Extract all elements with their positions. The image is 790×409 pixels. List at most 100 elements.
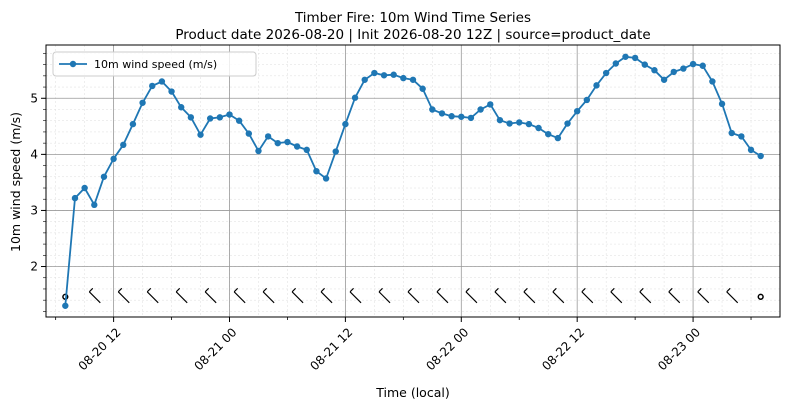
wind-barb-flag <box>726 287 731 293</box>
wind-barb-shaft <box>320 291 333 304</box>
wind-barbs <box>62 287 764 304</box>
data-point <box>622 53 629 60</box>
wind-barb-flag <box>697 287 702 293</box>
data-point <box>197 131 204 138</box>
wind-barb-shaft <box>726 291 739 304</box>
x-tick-label: 08-22 12 <box>539 325 587 373</box>
wind-barb <box>291 287 304 304</box>
wind-barb-flag <box>494 287 499 293</box>
data-point <box>158 78 166 85</box>
data-point <box>496 116 504 124</box>
data-point <box>342 120 349 128</box>
wind-barb <box>494 287 507 304</box>
data-point <box>660 76 668 83</box>
wind-barb <box>552 287 565 304</box>
data-point <box>535 124 542 132</box>
wind-barb-flag <box>523 287 528 293</box>
wind-barb-flag <box>349 287 354 293</box>
wind-barb-calm <box>757 293 764 300</box>
wind-barb-flag <box>552 287 557 293</box>
data-point <box>409 76 417 83</box>
data-point <box>274 139 281 147</box>
data-point <box>699 62 706 69</box>
data-point <box>303 146 310 154</box>
data-point <box>71 194 79 202</box>
wind-barb-shaft <box>88 291 101 304</box>
data-point <box>62 302 69 309</box>
wind-barb-shaft <box>204 291 217 304</box>
data-point <box>718 100 726 108</box>
wind-barb-flag <box>146 287 152 293</box>
wind-barb-shaft <box>175 291 188 304</box>
wind-barb <box>610 287 623 304</box>
wind-barb-flag <box>465 287 470 293</box>
data-point <box>120 141 127 149</box>
data-point <box>612 60 620 67</box>
wind-barb-shaft <box>378 291 391 304</box>
wind-barb <box>726 287 739 304</box>
data-point <box>264 133 272 140</box>
data-point <box>255 147 262 155</box>
wind-barb-flag <box>436 287 441 293</box>
data-point <box>554 134 562 142</box>
data-point <box>351 94 359 101</box>
wind-barb <box>378 287 391 304</box>
data-point <box>178 104 185 111</box>
wind-barb <box>436 287 449 304</box>
data-point <box>371 69 378 77</box>
data-point <box>458 113 465 120</box>
wind-barb <box>88 287 101 304</box>
data-point <box>380 72 388 79</box>
wind-barb-flag <box>88 287 94 293</box>
data-point <box>641 61 648 68</box>
y-tick-label: 5 <box>30 91 38 105</box>
data-point <box>139 99 146 106</box>
data-point <box>100 173 108 180</box>
plot-frame <box>45 44 781 318</box>
data-point <box>168 88 175 95</box>
y-tick-label: 2 <box>30 260 38 274</box>
data-point <box>429 106 436 113</box>
wind-barb <box>233 287 246 304</box>
data-point <box>747 146 755 154</box>
data-point <box>293 143 301 150</box>
wind-barb-shaft <box>552 291 565 304</box>
data-point <box>631 54 639 62</box>
wind-barb-shaft <box>349 291 362 304</box>
wind-barb <box>639 287 652 304</box>
data-point <box>400 74 407 82</box>
data-point <box>322 175 330 182</box>
wind-barb-flag <box>175 287 181 293</box>
wind-barb <box>349 287 362 304</box>
wind-barb <box>581 287 594 304</box>
data-point <box>583 96 591 104</box>
data-point <box>235 117 243 124</box>
x-tick-label: 08-21 00 <box>192 325 240 373</box>
data-point <box>448 113 455 120</box>
data-point <box>525 120 533 128</box>
wind-barb-shaft <box>581 291 594 304</box>
wind-barb <box>697 287 710 304</box>
axis-ticks: 08-20 12 08-21 00 08-21 12 08-22 00 08-22 12… <box>30 53 752 373</box>
data-point <box>284 138 291 146</box>
wind-barb-flag <box>378 287 383 293</box>
wind-barb-flag <box>610 287 615 293</box>
data-point <box>757 152 764 160</box>
data-point <box>680 65 687 72</box>
data-point <box>602 69 610 77</box>
data-point <box>506 120 513 127</box>
data-point <box>477 106 484 113</box>
wind-barb-flag <box>320 287 325 293</box>
data-point <box>651 67 658 74</box>
wind-barb <box>146 287 159 304</box>
data-point <box>245 130 253 137</box>
data-point <box>332 148 339 155</box>
data-point <box>187 114 195 121</box>
data-point <box>728 129 735 137</box>
wind-barb-shaft <box>523 291 536 304</box>
wind-barb-flag <box>407 287 412 293</box>
data-point <box>738 133 745 140</box>
x-axis-label: Time (local) <box>375 385 449 400</box>
wind-barb <box>204 287 217 304</box>
x-tick-label: 08-20 12 <box>76 325 124 373</box>
